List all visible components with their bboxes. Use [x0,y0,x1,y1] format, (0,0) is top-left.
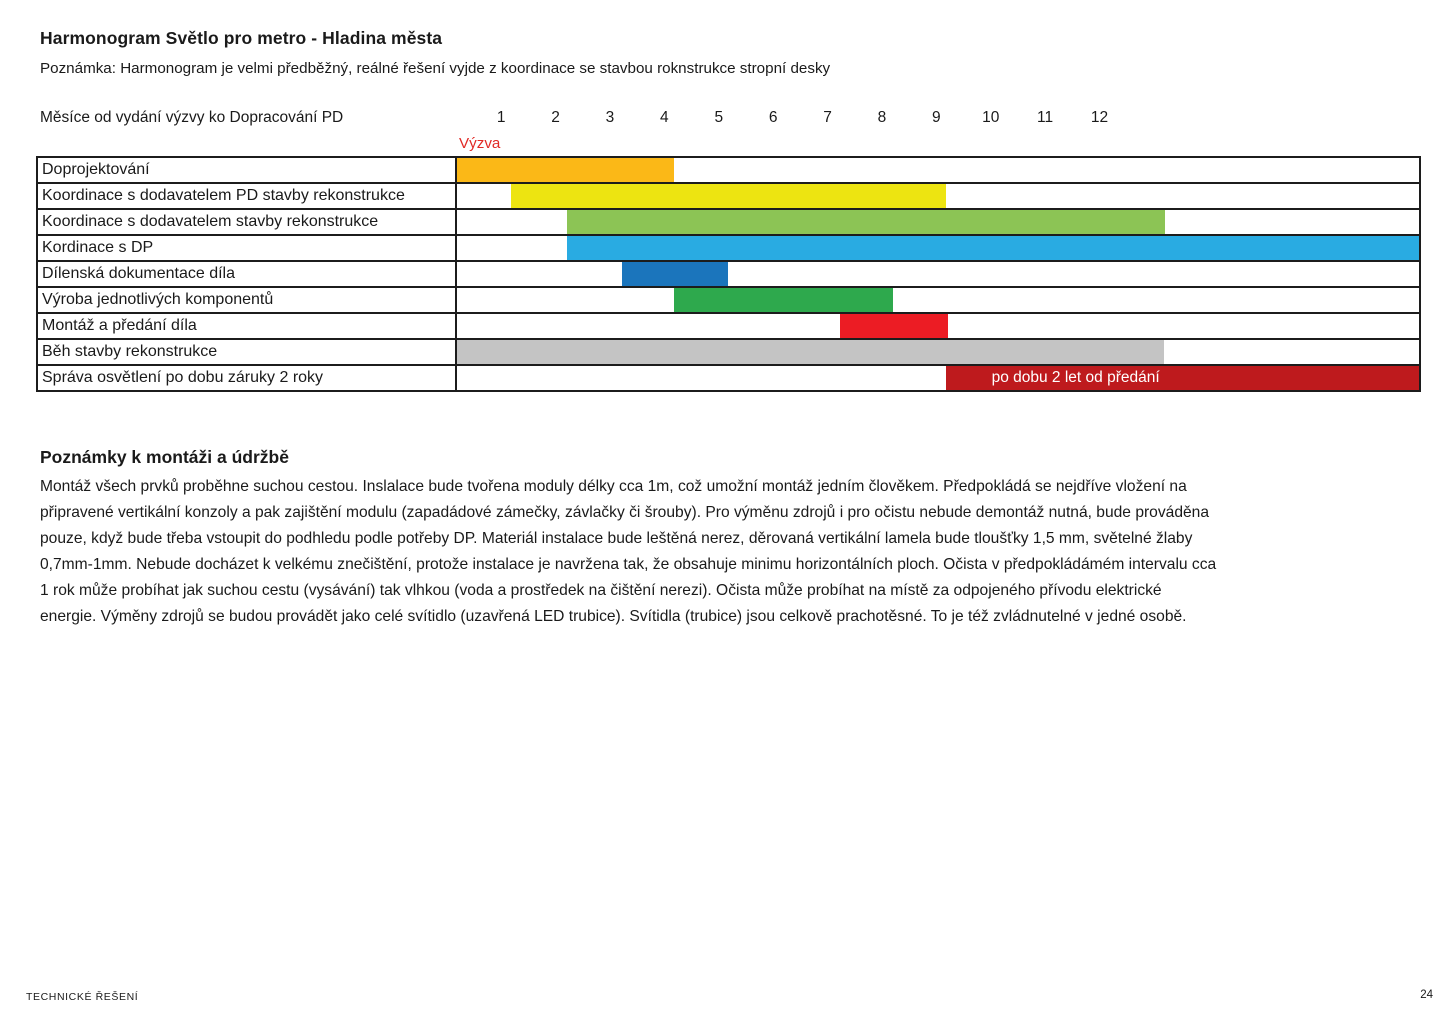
month-tick: 3 [605,109,615,126]
month-tick: 9 [932,109,941,126]
task-bar-cell [457,236,1419,260]
gantt-row: Koordinace s dodavatelem stavby rekonstr… [38,210,1419,236]
task-label: Výroba jednotlivých komponentů [38,288,457,312]
task-label: Kordinace s DP [38,236,457,260]
task-bar: po dobu 2 let od předání [945,366,1419,390]
axis-label: Měsíce od vydání výzvy ko Dopracování PD [40,109,344,126]
task-bar [510,184,946,208]
task-label: Běh stavby rekonstrukce [38,340,457,364]
task-bar [621,262,729,286]
month-tick: 7 [823,109,832,126]
task-bar [674,288,893,312]
task-bar-cell [457,340,1419,364]
gantt-row: Kordinace s DP [38,236,1419,262]
gantt-row: Montáž a předání díla [38,314,1419,340]
notes-paragraph: Montáž všech prvků proběhne suchou cesto… [40,478,1217,625]
task-bar [839,314,948,338]
gantt-row: Doprojektování [38,158,1419,184]
month-axis: 1 2 3 4 5 6 7 8 9 10 11 12 [474,109,1127,127]
month-tick: 11 [1037,109,1054,126]
gantt-row: Dílenská dokumentace díla [38,262,1419,288]
month-tick: 2 [551,109,560,126]
task-bar [566,210,1166,234]
month-tick: 10 [982,109,1000,126]
footer-section-label: TECHNICKÉ ŘEŠENÍ [26,991,139,1003]
task-bar-label: po dobu 2 let od předání [991,369,1160,386]
gantt-row: Výroba jednotlivých komponentů [38,288,1419,314]
task-bar [457,158,675,182]
task-bar-cell [457,210,1419,234]
notes-heading: Poznámky k montáži a údržbě [40,447,289,467]
task-label: Dílenská dokumentace díla [38,262,457,286]
task-label: Koordinace s dodavatelem PD stavby rekon… [38,184,457,208]
subtitle-note: Poznámka: Harmonogram je velmi předběžný… [40,60,831,77]
gantt-row: Koordinace s dodavatelem PD stavby rekon… [38,184,1419,210]
task-bar-cell [457,158,1419,182]
gantt-row: Správa osvětlení po dobu záruky 2 roky po… [38,366,1419,390]
task-bar [457,340,1165,364]
vyzva-annotation: Výzva [459,135,501,152]
month-tick: 5 [714,109,724,126]
task-bar-cell [457,288,1419,312]
gantt-table: Doprojektování Koordinace s dodavatelem P… [36,156,1421,392]
task-bar-cell [457,184,1419,208]
task-bar-cell: po dobu 2 let od předání [457,366,1419,390]
task-label: Doprojektování [38,158,457,182]
month-tick: 6 [768,109,778,126]
task-label: Montáž a předání díla [38,314,457,338]
page-title: Harmonogram Světlo pro metro - Hladina m… [40,28,443,48]
month-tick: 4 [660,109,669,126]
month-tick: 12 [1090,109,1109,126]
month-tick: 1 [496,109,506,126]
task-bar [566,236,1419,260]
task-bar-cell [457,262,1419,286]
task-bar-cell [457,314,1419,338]
gantt-row: Běh stavby rekonstrukce [38,340,1419,366]
page-number: 24 [1420,989,1433,1001]
task-label: Koordinace s dodavatelem stavby rekonstr… [38,210,457,234]
month-tick: 8 [877,109,887,126]
task-label: Správa osvětlení po dobu záruky 2 roky [38,366,457,390]
